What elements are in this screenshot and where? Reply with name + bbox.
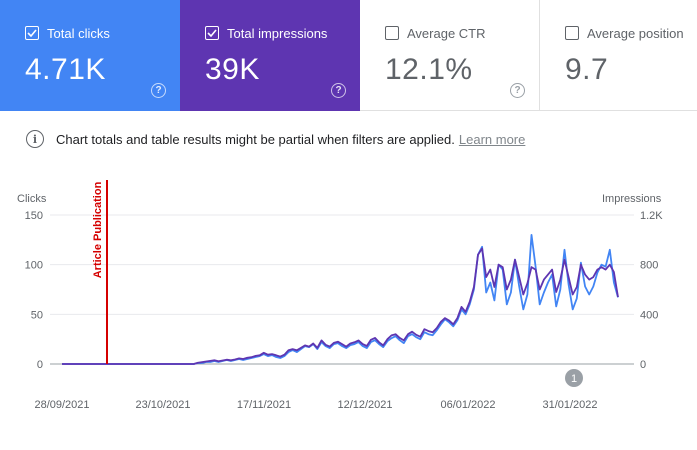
x-tick-label: 23/10/2021 xyxy=(135,399,190,411)
total-impressions-checkbox[interactable] xyxy=(205,26,219,40)
total-clicks-label: Total clicks xyxy=(47,25,110,41)
left-tick-label: 150 xyxy=(25,210,43,222)
checkmark-icon xyxy=(207,29,217,37)
x-tick-label: 17/11/2021 xyxy=(237,399,291,411)
left-tick-label: 0 xyxy=(37,359,43,371)
right-tick-label: 800 xyxy=(640,260,658,272)
average-ctr-label: Average CTR xyxy=(407,25,486,41)
article-publication-label: Article Publication xyxy=(92,181,104,278)
notice-text: Chart totals and table results might be … xyxy=(56,131,455,147)
help-icon[interactable]: ? xyxy=(510,83,525,98)
average-position-checkbox[interactable] xyxy=(565,26,579,40)
average-ctr-checkbox[interactable] xyxy=(385,26,399,40)
total-clicks-checkbox[interactable] xyxy=(25,26,39,40)
total-impressions-card[interactable]: Total impressions 39K ? xyxy=(180,0,360,111)
learn-more-link[interactable]: Learn more xyxy=(458,131,526,147)
right-tick-label: 0 xyxy=(640,359,646,371)
average-position-header: Average position xyxy=(565,24,697,42)
x-tick-label: 31/01/2022 xyxy=(542,399,597,411)
total-impressions-value: 39K xyxy=(205,53,260,86)
impressions-series-line xyxy=(62,247,619,365)
total-impressions-header: Total impressions xyxy=(205,24,360,42)
average-position-value: 9.7 xyxy=(565,53,609,86)
average-position-card[interactable]: Average position 9.7 xyxy=(540,0,697,111)
x-tick-label: 06/01/2022 xyxy=(440,399,495,411)
metric-cards: Total clicks 4.71K ? Total impressions 3… xyxy=(0,0,697,111)
left-tick-label: 100 xyxy=(25,260,43,272)
average-ctr-header: Average CTR xyxy=(385,24,539,42)
total-impressions-label: Total impressions xyxy=(227,25,328,41)
right-tick-label: 400 xyxy=(640,309,658,321)
total-clicks-card[interactable]: Total clicks 4.71K ? xyxy=(0,0,180,111)
average-position-label: Average position xyxy=(587,25,684,41)
help-icon[interactable]: ? xyxy=(151,83,166,98)
average-ctr-card[interactable]: Average CTR 12.1% ? xyxy=(360,0,540,111)
clicks-series-line xyxy=(62,234,619,365)
checkmark-icon xyxy=(27,29,37,37)
average-ctr-value: 12.1% xyxy=(385,53,473,86)
performance-chart: 150 1.2K 100 800 50 400 0 0 28/09/2021 23/10/2021… xyxy=(25,180,663,411)
info-icon: i xyxy=(26,130,44,148)
left-tick-label: 50 xyxy=(31,309,43,321)
annotation-marker-label: 1 xyxy=(571,373,577,385)
x-tick-label: 12/12/2021 xyxy=(337,399,392,411)
right-axis-title: Impressions xyxy=(602,193,662,205)
help-icon[interactable]: ? xyxy=(331,83,346,98)
partial-results-notice: i Chart totals and table results might b… xyxy=(26,130,525,148)
right-tick-label: 1.2K xyxy=(640,210,663,222)
annotation-marker xyxy=(565,369,583,387)
x-tick-label: 28/09/2021 xyxy=(34,399,89,411)
left-axis-title: Clicks xyxy=(17,193,47,205)
total-clicks-value: 4.71K xyxy=(25,53,106,86)
total-clicks-header: Total clicks xyxy=(25,24,180,42)
